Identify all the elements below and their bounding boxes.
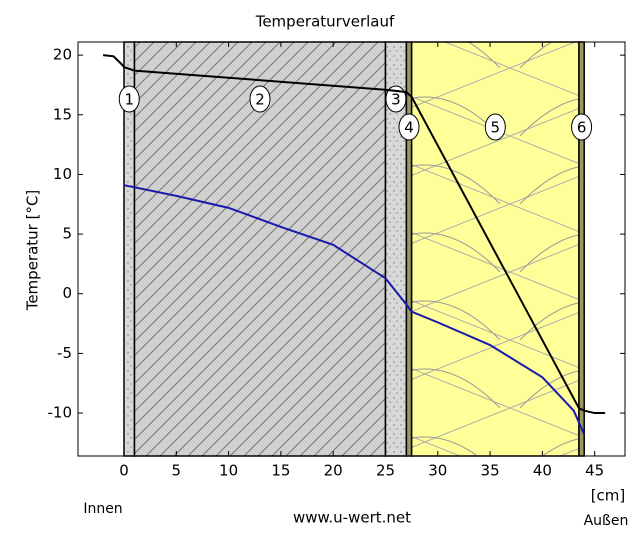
x-tick-label: 45 [585, 462, 604, 480]
y-tick-label: 5 [62, 225, 72, 243]
layer-badge [385, 85, 407, 113]
layer-badge [571, 113, 593, 141]
layer-badge [398, 113, 420, 141]
layer-label: 3 [391, 91, 401, 109]
x-tick-label: 25 [376, 462, 395, 480]
y-tick-label: -10 [48, 404, 73, 422]
x-tick-label: 35 [481, 462, 500, 480]
y-axis-label: Temperatur [°C] [24, 190, 42, 312]
y-tick-label: 10 [53, 165, 72, 183]
y-tick-label: -5 [57, 344, 72, 362]
temperature-line [123, 184, 586, 435]
outside-label: Außen [584, 513, 629, 529]
x-tick-label: 15 [271, 462, 290, 480]
x-tick-label: 5 [172, 462, 182, 480]
layer-label: 6 [577, 119, 587, 137]
y-tick-label: 20 [53, 46, 72, 64]
layer-label: 2 [255, 91, 265, 109]
x-tick-label: 40 [533, 462, 552, 480]
wall-layer [405, 41, 413, 457]
layer-label: 1 [124, 91, 134, 109]
layer-badge [249, 85, 271, 113]
wall-layer [410, 41, 580, 457]
plot-frame [77, 41, 626, 457]
x-axis-unit: [cm] [591, 487, 626, 505]
layer-label: 5 [491, 119, 501, 137]
inside-label: Innen [83, 501, 122, 517]
temperature-line [102, 54, 606, 415]
layer-badge [118, 85, 140, 113]
y-tick-label: 15 [53, 105, 72, 123]
layer-label: 4 [404, 119, 414, 137]
x-tick-label: 10 [219, 462, 238, 480]
x-tick-label: 20 [324, 462, 343, 480]
x-tick-label: 0 [119, 462, 129, 480]
layer-badge [484, 113, 506, 141]
y-tick-label: 0 [62, 284, 72, 302]
source-label: www.u-wert.net [293, 509, 411, 527]
x-tick-label: 30 [428, 462, 447, 480]
wall-layer [578, 41, 585, 457]
chart-title: Temperaturverlauf [255, 13, 395, 31]
